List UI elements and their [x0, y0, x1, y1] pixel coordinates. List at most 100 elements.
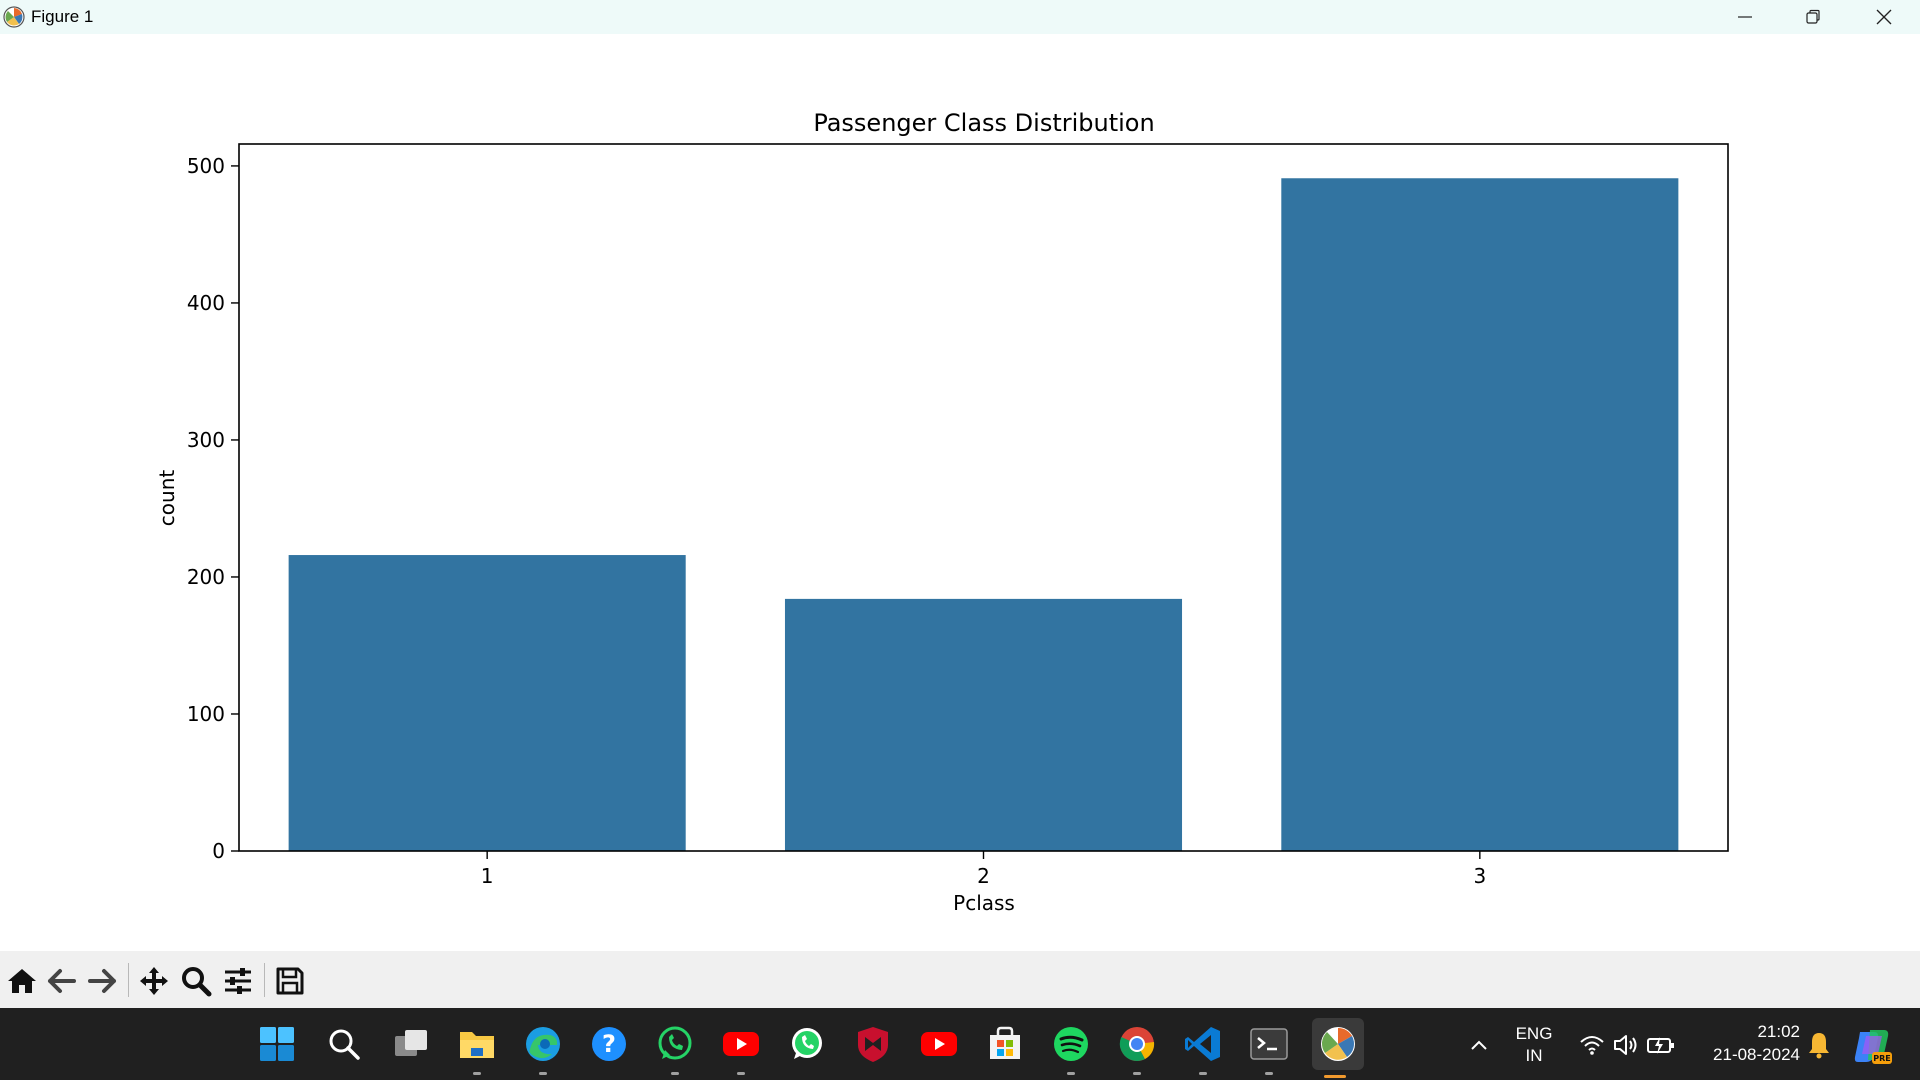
taskbar-app-microsoft-store[interactable] [982, 1021, 1028, 1067]
matplotlib-app-icon [3, 6, 25, 28]
toolbar-separator [264, 963, 265, 997]
clock-date: 21-08-2024 [1713, 1045, 1800, 1064]
back-arrow-icon [48, 969, 76, 993]
x-tick-label: 1 [481, 864, 494, 888]
running-indicator [737, 1072, 745, 1075]
taskbar-app-matplotlib[interactable] [1312, 1018, 1364, 1078]
minimize-icon [1738, 16, 1752, 18]
quick-settings-button[interactable] [1578, 1028, 1680, 1062]
running-indicator [671, 1072, 679, 1075]
y-axis: 0 100 200 300 400 500 [187, 154, 239, 863]
microsoft-store-icon [990, 1026, 1020, 1059]
copilot-icon: PRE [1854, 1030, 1892, 1064]
help-icon: ? [592, 1027, 626, 1061]
running-indicator [1265, 1072, 1273, 1075]
home-icon [8, 969, 36, 993]
copilot-button[interactable]: PRE [1852, 1026, 1892, 1066]
back-button[interactable] [44, 963, 80, 999]
configure-subplots-icon [225, 968, 251, 994]
taskbar-search-button[interactable] [321, 1021, 367, 1067]
home-button[interactable] [4, 963, 40, 999]
save-button[interactable] [272, 963, 308, 999]
chart-title: Passenger Class Distribution [813, 109, 1154, 137]
close-icon [1876, 9, 1892, 25]
restore-button[interactable] [1778, 0, 1848, 34]
running-indicator [1067, 1072, 1075, 1075]
running-indicator [1324, 1075, 1346, 1078]
language-indicator[interactable]: ENG IN [1506, 1024, 1562, 1068]
y-tick-label: 300 [187, 428, 225, 452]
forward-button[interactable] [84, 963, 120, 999]
configure-subplots-button[interactable] [220, 963, 256, 999]
file-explorer-icon [460, 1032, 494, 1058]
taskbar-app-help[interactable]: ? [586, 1021, 632, 1067]
save-icon [276, 967, 304, 995]
pan-button[interactable] [136, 963, 172, 999]
taskbar-app-whatsapp[interactable] [652, 1021, 698, 1075]
task-view-button[interactable] [388, 1021, 434, 1067]
edge-icon [526, 1027, 560, 1061]
svg-text:PRE: PRE [1873, 1054, 1891, 1063]
running-indicator [1199, 1072, 1207, 1075]
notifications-button[interactable] [1804, 1030, 1834, 1060]
restore-icon [1806, 9, 1820, 24]
whatsapp-icon [658, 1026, 692, 1060]
chrome-icon [1119, 1027, 1155, 1061]
mcafee-icon [858, 1027, 888, 1062]
start-button[interactable] [254, 1021, 300, 1067]
toolbar-separator [128, 963, 129, 997]
region-code: IN [1525, 1046, 1543, 1065]
taskbar-app-vscode[interactable] [1180, 1021, 1226, 1075]
window-title-bar: Figure 1 [0, 0, 1920, 34]
pan-icon [140, 967, 168, 995]
x-tick-label: 3 [1473, 864, 1486, 888]
taskbar-app-chrome[interactable] [1114, 1021, 1160, 1075]
x-axis-label: Pclass [953, 891, 1015, 915]
taskbar-app-youtube[interactable] [718, 1021, 764, 1075]
spotify-icon [1054, 1027, 1088, 1061]
bar-pclass-2 [784, 598, 1183, 851]
matplotlib-icon [1321, 1027, 1355, 1061]
whatsapp-icon [792, 1028, 822, 1059]
bar-pclass-1 [288, 555, 686, 851]
taskbar-app-edge[interactable] [520, 1021, 566, 1075]
search-icon [329, 1029, 360, 1060]
youtube-icon [723, 1032, 759, 1056]
navigation-toolbar [0, 951, 1920, 1008]
clock-time: 21:02 [1757, 1022, 1800, 1041]
taskbar-app-mcafee[interactable] [850, 1021, 896, 1067]
vscode-icon [1185, 1027, 1220, 1061]
bar-pclass-3 [1281, 178, 1679, 851]
taskbar-app-youtube-2[interactable] [916, 1021, 962, 1067]
volume-icon [1614, 1035, 1637, 1055]
y-tick-label: 0 [212, 839, 225, 863]
terminal-icon [1250, 1028, 1288, 1060]
minimize-button[interactable] [1710, 0, 1780, 34]
running-indicator [539, 1072, 547, 1075]
language-code: ENG [1515, 1024, 1553, 1043]
youtube-icon [921, 1032, 957, 1056]
y-tick-label: 200 [187, 565, 225, 589]
windows-taskbar: ? [0, 1008, 1920, 1080]
y-tick-label: 100 [187, 702, 225, 726]
window-title: Figure 1 [31, 7, 94, 26]
running-indicator [473, 1072, 481, 1075]
taskbar-app-whatsapp-2[interactable] [784, 1021, 830, 1067]
bell-icon [1809, 1033, 1829, 1059]
running-indicator [1133, 1072, 1141, 1075]
svg-text:?: ? [602, 1030, 616, 1058]
clock-button[interactable]: 21:02 21-08-2024 [1696, 1022, 1800, 1068]
figure-canvas[interactable]: Passenger Class Distribution 0 100 200 300 4… [0, 34, 1920, 951]
battery-charging-icon [1647, 1037, 1674, 1054]
taskbar-app-terminal[interactable] [1246, 1021, 1292, 1075]
y-tick-label: 500 [187, 154, 225, 178]
zoom-button[interactable] [178, 963, 214, 999]
y-tick-label: 400 [187, 291, 225, 315]
chevron-up-icon [1471, 1040, 1487, 1050]
taskbar-app-file-explorer[interactable] [454, 1021, 500, 1075]
forward-arrow-icon [88, 969, 116, 993]
show-hidden-icons-button[interactable] [1464, 1030, 1494, 1060]
close-button[interactable] [1849, 0, 1919, 34]
zoom-icon [182, 967, 212, 997]
taskbar-app-spotify[interactable] [1048, 1021, 1094, 1075]
